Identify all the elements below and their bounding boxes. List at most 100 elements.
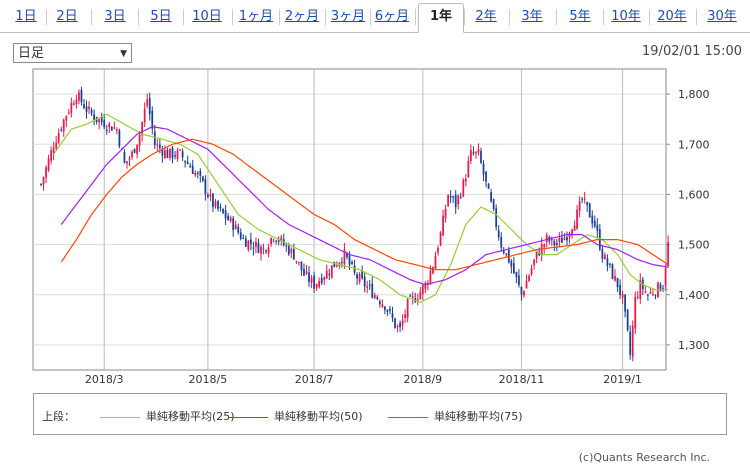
candle-body (100, 116, 103, 123)
tab-12[interactable]: 3年 (521, 9, 543, 24)
candle-body (401, 320, 404, 326)
tab-2[interactable]: 2日 (56, 9, 78, 24)
candle-body (217, 200, 219, 209)
candle-body (533, 259, 535, 266)
candle-body (353, 265, 356, 273)
candle-body (586, 201, 589, 206)
candle-body (212, 193, 214, 208)
candle-body (90, 109, 93, 114)
candle-body (500, 236, 503, 248)
candle-body (325, 270, 328, 279)
candle-body (47, 158, 50, 171)
candle-body (209, 194, 212, 197)
candle-body (616, 277, 619, 288)
candle-body (52, 148, 55, 154)
candle-body (596, 224, 599, 231)
candle-body (222, 208, 224, 214)
tab-5[interactable]: 10日 (192, 9, 222, 24)
candle-body (298, 261, 300, 263)
candle-body (358, 274, 361, 283)
candle-body (464, 178, 467, 182)
candle-body (78, 92, 80, 101)
candle-body (88, 106, 90, 110)
tab-6[interactable]: 1ヶ月 (238, 9, 274, 24)
candle-body (249, 239, 252, 245)
candle-body (525, 281, 528, 289)
candle-body (477, 149, 480, 153)
candle-body (239, 232, 242, 239)
candle-body (543, 244, 546, 248)
candle-body (553, 240, 556, 246)
x-tick-label: 2018/7 (295, 373, 334, 386)
legend-line-ma25 (100, 416, 140, 418)
candle-body (619, 285, 621, 295)
candle-body (272, 239, 275, 241)
candle-body (538, 252, 541, 256)
candle-body (497, 230, 500, 238)
candle-body (277, 239, 280, 242)
candle-body (72, 103, 75, 105)
candle-body (429, 270, 432, 283)
tab-separator (464, 9, 465, 25)
candle-body (601, 248, 604, 259)
candle-body (482, 163, 485, 175)
tab-16[interactable]: 30年 (707, 9, 737, 24)
candle-body (207, 194, 209, 198)
candle-body (363, 276, 366, 287)
candle-body (664, 268, 667, 286)
candle-body (561, 237, 563, 243)
tab-4[interactable]: 5日 (150, 9, 172, 24)
tab-separator (370, 9, 371, 25)
tab-15[interactable]: 20年 (657, 9, 687, 24)
candle-body (449, 195, 452, 198)
candle-body (290, 248, 293, 253)
candle-body (378, 301, 381, 304)
x-tick-label: 2018/3 (85, 373, 124, 386)
candle-body (275, 240, 278, 242)
candle-body (214, 201, 217, 207)
candle-body (164, 150, 166, 159)
candle-body (452, 196, 455, 198)
candle-body (158, 144, 161, 149)
plot-area (32, 68, 667, 371)
candle-body (356, 274, 358, 279)
tab-3[interactable]: 3日 (104, 9, 126, 24)
candle-body (386, 309, 389, 312)
candle-body (75, 99, 78, 105)
tab-8[interactable]: 3ヶ月 (330, 9, 366, 24)
tab-9[interactable]: 6ヶ月 (374, 9, 410, 24)
tab-11[interactable]: 2年 (475, 9, 497, 24)
candle-body (424, 282, 427, 289)
legend-item-ma50: 単純移動平均(50) (228, 408, 363, 424)
candle-body (515, 272, 518, 278)
candle-body (247, 240, 250, 250)
tab-14[interactable]: 10年 (611, 9, 641, 24)
candle-body (93, 114, 95, 121)
tab-10[interactable]: 1年 (418, 3, 464, 33)
candle-body (634, 296, 637, 329)
candle-body (624, 294, 627, 312)
candle-body (409, 295, 412, 297)
tab-13[interactable]: 5年 (569, 9, 591, 24)
candle-body (485, 171, 487, 182)
candle-body (171, 147, 174, 159)
candle-body (67, 112, 70, 114)
tab-1[interactable]: 1日 (15, 9, 37, 24)
candle-body (189, 165, 192, 168)
y-tick-label: 1,500 (678, 239, 710, 252)
candle-body (300, 261, 303, 271)
candle-body (201, 176, 204, 181)
candle-body (437, 247, 439, 253)
candle-body (563, 237, 566, 240)
x-tick-label: 2019/1 (603, 373, 642, 386)
candle-body (45, 167, 47, 178)
tab-7[interactable]: 2ヶ月 (284, 9, 320, 24)
period-select[interactable]: 日足 ▼ (13, 43, 132, 63)
copyright: (c)Quants Research Inc. (578, 451, 710, 464)
tab-separator (649, 9, 650, 25)
candle-body (199, 170, 202, 176)
candle-body (512, 263, 515, 274)
candle-body (520, 287, 523, 295)
candle-body (626, 309, 629, 330)
candle-body (262, 248, 265, 250)
